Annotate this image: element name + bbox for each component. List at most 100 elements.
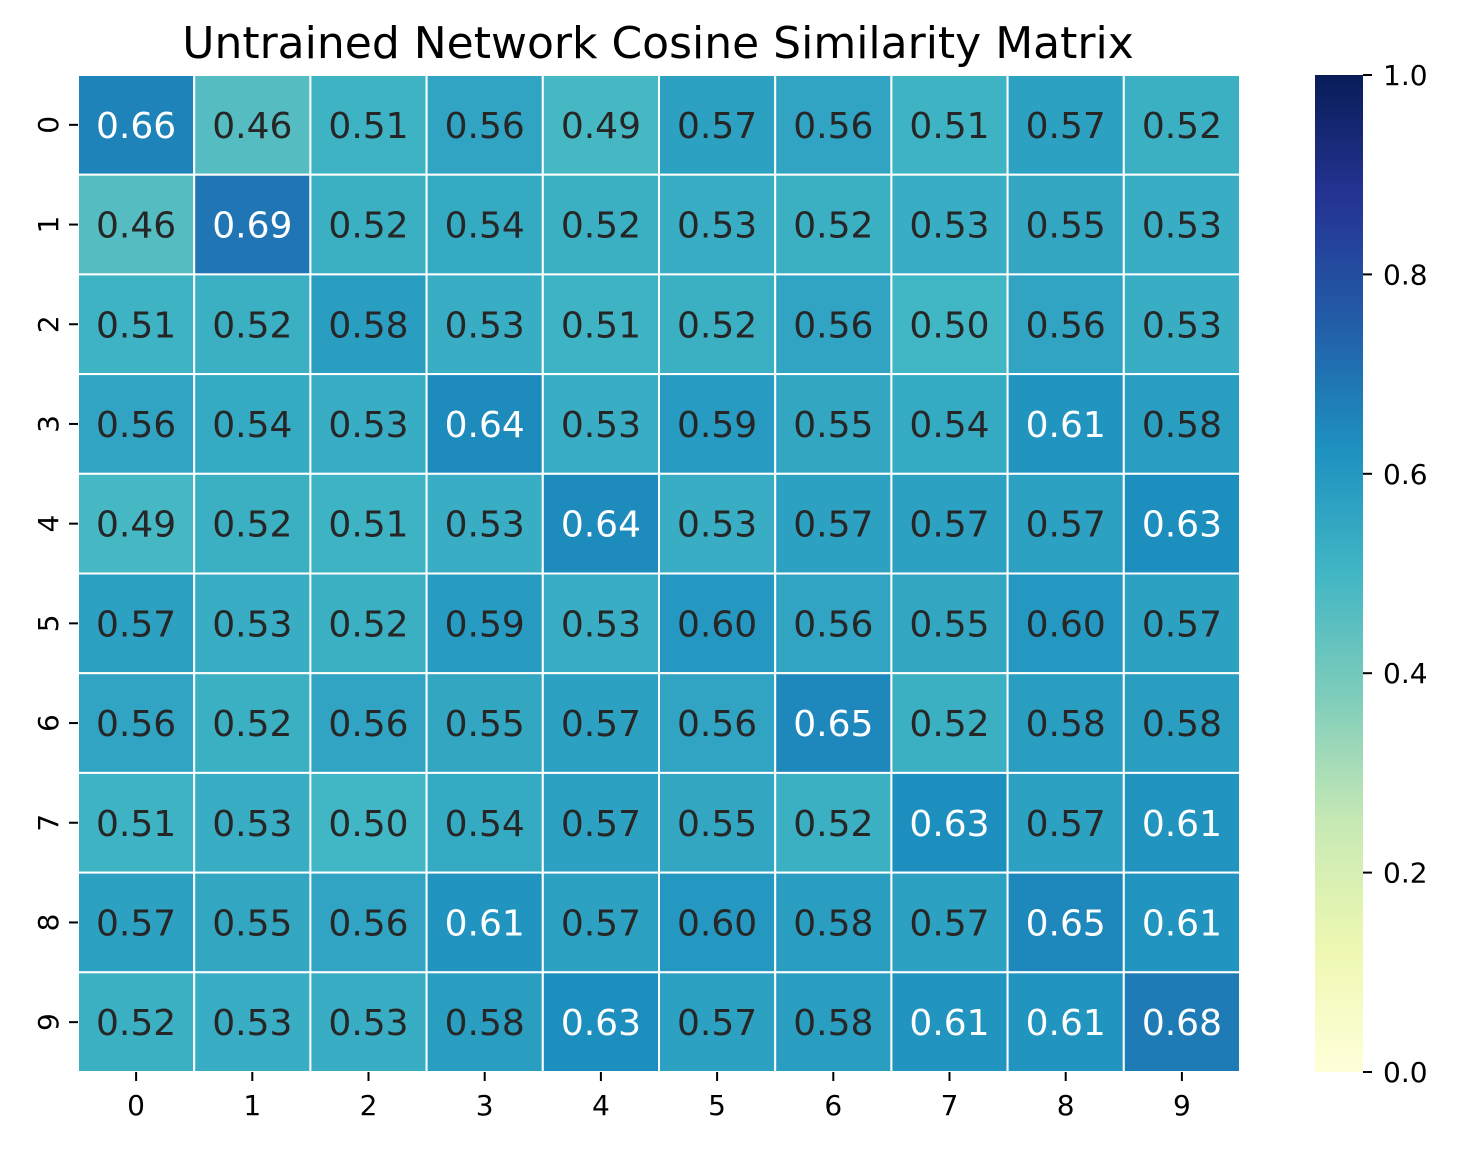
x-tick-label: 7: [941, 1089, 959, 1122]
heatmap-cell: [541, 572, 660, 675]
y-axis-ticks: 0 1 2 3 4 5 6 7 8 9: [32, 116, 78, 1031]
heatmap-cell: [1006, 373, 1125, 475]
cell-value-label: 0.63: [561, 1003, 641, 1044]
cell-value-label: 0.56: [677, 704, 757, 745]
y-tick-label: 5: [32, 614, 65, 632]
colorbar-tick-label: 0.0: [1383, 1056, 1428, 1089]
heatmap-cell: [658, 472, 777, 575]
cell-value-label: 0.53: [212, 804, 292, 845]
heatmap-cell: [1122, 771, 1242, 874]
cell-value-label: 0.56: [96, 704, 176, 745]
cell-value-label: 0.52: [96, 1003, 176, 1044]
heatmap-cell: [890, 472, 1009, 575]
heatmap-cell: [309, 472, 428, 575]
cell-value-label: 0.52: [561, 206, 641, 247]
y-tick-label: 1: [32, 216, 65, 234]
cell-value-label: 0.51: [96, 804, 176, 845]
cell-value-label: 0.56: [793, 305, 873, 346]
cell-value-label: 0.52: [212, 704, 292, 745]
heatmap-cell: [425, 672, 544, 774]
x-tick-label: 2: [360, 1089, 378, 1122]
heatmap-cell: [774, 871, 893, 974]
cell-value-label: 0.58: [793, 903, 873, 944]
heatmap-cell: [890, 273, 1009, 376]
heatmap-cell: [193, 74, 312, 176]
cell-value-label: 0.60: [677, 903, 757, 944]
cell-value-label: 0.56: [328, 704, 408, 745]
cell-value-label: 0.61: [1142, 804, 1222, 845]
heatmap-cell: [77, 572, 196, 675]
cell-value-label: 0.52: [1142, 106, 1222, 147]
heatmap-cell: [309, 273, 428, 376]
cell-value-label: 0.61: [1026, 405, 1106, 446]
cell-value-label: 0.56: [445, 106, 525, 147]
heatmap-cell: [890, 74, 1009, 176]
heatmap-cell: [774, 373, 893, 475]
heatmap-cell: [309, 74, 428, 176]
heatmap-cell: [1006, 273, 1125, 376]
y-tick-label: 8: [32, 914, 65, 932]
x-axis-ticks: 0 1 2 3 4 5 6 7 8 9: [127, 1072, 1191, 1122]
heatmap-cell: [774, 971, 893, 1073]
cell-value-label: 0.59: [445, 604, 525, 645]
heatmap-cell: [1122, 672, 1242, 774]
heatmap-cell: [774, 672, 893, 774]
heatmap-cell: [1006, 472, 1125, 575]
heatmap-cell: [1122, 74, 1242, 176]
cell-value-label: 0.58: [793, 1003, 873, 1044]
cell-value-label: 0.57: [677, 1003, 757, 1044]
x-tick-label: 9: [1173, 1089, 1191, 1122]
cell-value-label: 0.55: [445, 704, 525, 745]
colorbar-tick-label: 0.6: [1383, 458, 1428, 491]
cell-value-label: 0.49: [561, 106, 641, 147]
heatmap-cell: [77, 672, 196, 774]
cell-value-label: 0.57: [96, 903, 176, 944]
cell-value-label: 0.55: [677, 804, 757, 845]
cell-value-label: 0.57: [561, 704, 641, 745]
heatmap-cell: [1122, 971, 1242, 1073]
cell-value-label: 0.68: [1142, 1003, 1222, 1044]
cell-value-label: 0.57: [909, 505, 989, 546]
cell-value-label: 0.57: [561, 903, 641, 944]
cell-value-label: 0.61: [445, 903, 525, 944]
cell-value-label: 0.61: [1026, 1003, 1106, 1044]
y-tick-label: 4: [32, 515, 65, 533]
cell-value-label: 0.61: [909, 1003, 989, 1044]
heatmap-cell: [77, 373, 196, 475]
cell-value-label: 0.51: [96, 305, 176, 346]
cell-value-label: 0.55: [212, 903, 292, 944]
cell-value-label: 0.63: [1142, 505, 1222, 546]
cell-value-label: 0.53: [909, 206, 989, 247]
cell-value-label: 0.57: [909, 903, 989, 944]
cell-value-label: 0.57: [677, 106, 757, 147]
heatmap-cell: [1122, 472, 1242, 575]
y-tick-label: 0: [32, 116, 65, 134]
cell-value-label: 0.65: [793, 704, 873, 745]
cell-value-label: 0.63: [909, 804, 989, 845]
cell-value-label: 0.49: [96, 505, 176, 546]
cell-value-label: 0.46: [212, 106, 292, 147]
heatmap-cell: [658, 373, 777, 475]
heatmap-cell: [774, 771, 893, 874]
heatmap-cell: [774, 273, 893, 376]
cell-value-label: 0.52: [677, 305, 757, 346]
cell-value-label: 0.53: [677, 206, 757, 247]
heatmap-cell: [77, 971, 196, 1073]
heatmap-cell: [77, 273, 196, 376]
heatmap-cell: [309, 871, 428, 974]
heatmap-cell: [890, 771, 1009, 874]
heatmap-cell: [1122, 373, 1242, 475]
cell-value-label: 0.53: [328, 1003, 408, 1044]
heatmap-cell: [193, 472, 312, 575]
heatmap-cell: [658, 971, 777, 1073]
cell-value-label: 0.56: [793, 604, 873, 645]
cell-value-label: 0.53: [677, 505, 757, 546]
heatmap-cell: [541, 971, 660, 1073]
colorbar: 0.0 0.2 0.4 0.6 0.8 1.0: [1315, 59, 1428, 1089]
chart-title: Untrained Network Cosine Similarity Matr…: [182, 18, 1133, 69]
cell-value-label: 0.52: [328, 604, 408, 645]
heatmap-cell: [774, 472, 893, 575]
cell-value-label: 0.64: [445, 405, 525, 446]
heatmap-cell: [1122, 871, 1242, 974]
